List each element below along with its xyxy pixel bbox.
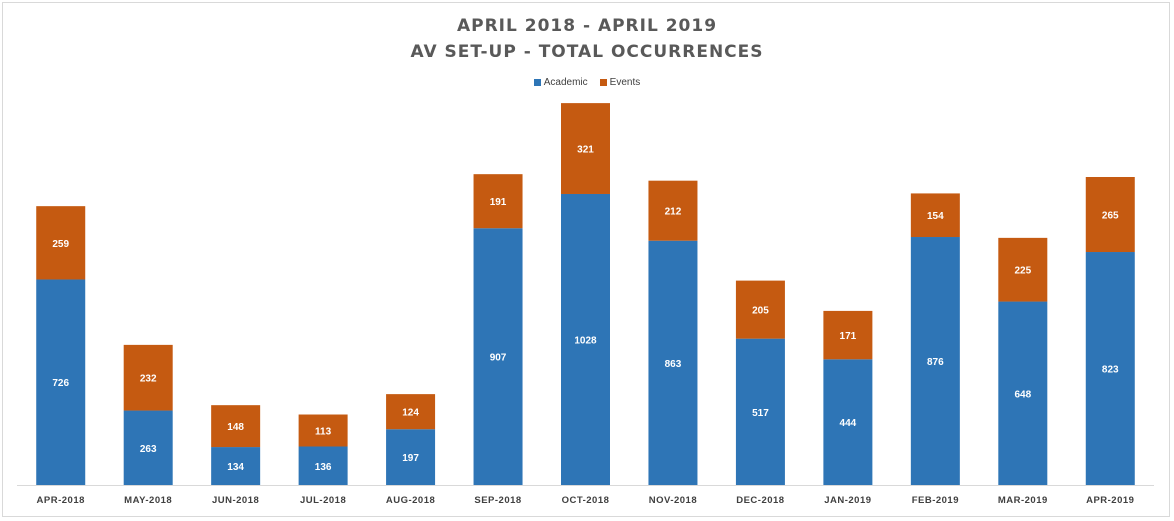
data-label-academic: 517 [752, 408, 769, 419]
x-tick-label: AUG-2018 [386, 495, 435, 506]
bar-events-jul-2018 [298, 414, 348, 447]
x-tick-label: DEC-2018 [736, 495, 784, 506]
x-tick-label: JUL-2018 [300, 495, 346, 506]
bar-events-dec-2018 [735, 280, 785, 339]
data-label-academic: 136 [315, 462, 332, 473]
data-label-events: 154 [927, 211, 944, 222]
x-tick-label: MAY-2018 [124, 495, 172, 506]
bar-events-oct-2018 [561, 103, 610, 194]
bar-academic-jun-2018 [211, 447, 261, 485]
data-label-events: 259 [52, 239, 69, 250]
bar-academic-apr-2019 [1085, 252, 1135, 485]
data-label-academic: 863 [665, 359, 682, 370]
chart-legend: Academic Events [0, 77, 1174, 88]
x-tick-label: JUN-2018 [212, 495, 259, 506]
legend-label-events: Events [609, 77, 641, 88]
data-label-events: 265 [1102, 211, 1119, 222]
bar-academic-sep-2018 [473, 228, 523, 486]
data-label-academic: 907 [490, 353, 507, 364]
data-label-events: 205 [752, 306, 769, 317]
bar-academic-apr-2018 [36, 279, 86, 485]
legend-swatch-academic [533, 79, 541, 86]
data-label-academic: 263 [140, 444, 157, 455]
x-tick-label: SEP-2018 [474, 495, 521, 506]
data-label-events: 225 [1014, 266, 1031, 277]
x-tick-label: JAN-2019 [824, 495, 871, 506]
data-label-events: 171 [840, 331, 857, 342]
x-tick-label: APR-2018 [37, 495, 85, 506]
bar-events-mar-2019 [998, 237, 1048, 302]
data-label-events: 212 [665, 207, 682, 218]
chart-subtitle: AV SET-UP - TOTAL OCCURRENCES [410, 42, 764, 62]
data-label-events: 191 [490, 197, 507, 208]
data-label-events: 113 [315, 427, 332, 438]
bar-academic-oct-2018 [561, 193, 610, 485]
data-label-events: 148 [227, 422, 244, 433]
data-label-academic: 197 [402, 453, 419, 464]
x-tick-label: MAR-2019 [998, 495, 1048, 506]
legend-item-events: Events [599, 77, 641, 88]
bar-academic-jul-2018 [298, 446, 348, 485]
bar-events-jun-2018 [211, 405, 261, 448]
x-tick-label: OCT-2018 [562, 495, 610, 506]
bar-events-may-2018 [123, 344, 173, 411]
legend-label-academic: Academic [543, 77, 588, 88]
bar-events-apr-2018 [36, 206, 86, 280]
bar-events-feb-2019 [910, 193, 960, 238]
x-tick-label: APR-2019 [1086, 495, 1134, 506]
x-tick-label: NOV-2018 [649, 495, 697, 506]
data-label-events: 321 [577, 145, 594, 156]
bar-academic-mar-2019 [998, 301, 1048, 485]
bar-events-aug-2018 [386, 394, 436, 430]
bar-academic-aug-2018 [386, 429, 436, 485]
bar-academic-may-2018 [123, 410, 173, 485]
data-label-academic: 444 [840, 418, 857, 429]
legend-swatch-events [599, 79, 607, 86]
data-label-academic: 134 [227, 462, 244, 473]
chart-title: APRIL 2018 - APRIL 2019 [456, 16, 718, 36]
bar-events-nov-2018 [648, 180, 698, 241]
data-label-academic: 876 [927, 357, 944, 368]
data-label-academic: 726 [52, 378, 69, 389]
data-label-academic: 823 [1102, 365, 1119, 376]
bar-events-sep-2018 [473, 174, 523, 229]
data-label-academic: 648 [1014, 389, 1031, 400]
bar-academic-nov-2018 [648, 240, 698, 485]
data-label-events: 232 [140, 374, 157, 385]
legend-item-academic: Academic [533, 77, 588, 88]
x-tick-label: FEB-2019 [912, 495, 959, 506]
bar-academic-jan-2019 [823, 359, 873, 485]
bar-events-apr-2019 [1085, 177, 1135, 253]
bar-events-jan-2019 [823, 310, 873, 360]
bar-academic-dec-2018 [735, 338, 785, 485]
bar-academic-feb-2019 [910, 237, 960, 485]
data-label-academic: 1028 [574, 335, 597, 346]
data-label-events: 124 [402, 408, 419, 419]
